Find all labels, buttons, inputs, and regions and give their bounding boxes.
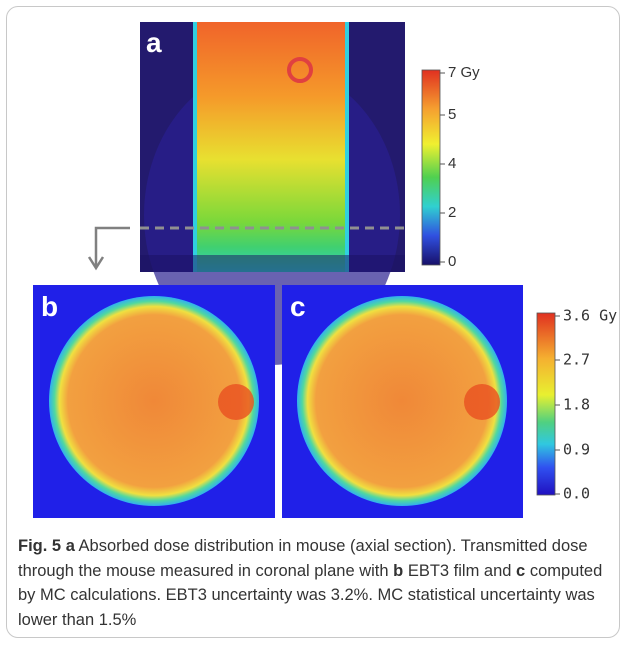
colorbar-label: 7 Gy [448,64,480,81]
hotspot [218,384,254,420]
colorbar [422,70,440,265]
colorbar-label: 2.7 [563,351,590,369]
colorbar-label: 2 [448,204,456,221]
colorbar-label: 5 [448,106,456,123]
caption-text: b [393,562,403,580]
caption-text: a [66,537,75,555]
colorbar-label: 0.0 [563,485,590,503]
dose-band [197,22,345,272]
caption: Fig. 5 a Absorbed dose distribution in m… [18,534,616,632]
colorbar-label: 3.6 Gy [563,307,617,325]
colorbar [537,313,555,495]
panel-label: b [41,291,58,322]
colorbar-label: 0.9 [563,441,590,459]
panel-label: a [146,27,162,58]
panel-label: c [290,291,306,322]
colorbar-label: 4 [448,155,456,172]
page: a 7 Gy 5 4 2 0 b c 3.6 Gy 2.7 1.8 0.9 0.0 Fig. 5… [0,0,627,645]
band-edge [193,22,197,272]
caption-text: EBT3 film and [403,562,516,580]
hotspot [464,384,500,420]
caption-text: c [516,562,525,580]
band-edge [345,22,349,272]
panel-a-bottom [140,255,405,272]
caption-text: Fig. 5 [18,537,61,555]
colorbar-label: 1.8 [563,396,590,414]
colorbar-label: 0 [448,253,456,270]
